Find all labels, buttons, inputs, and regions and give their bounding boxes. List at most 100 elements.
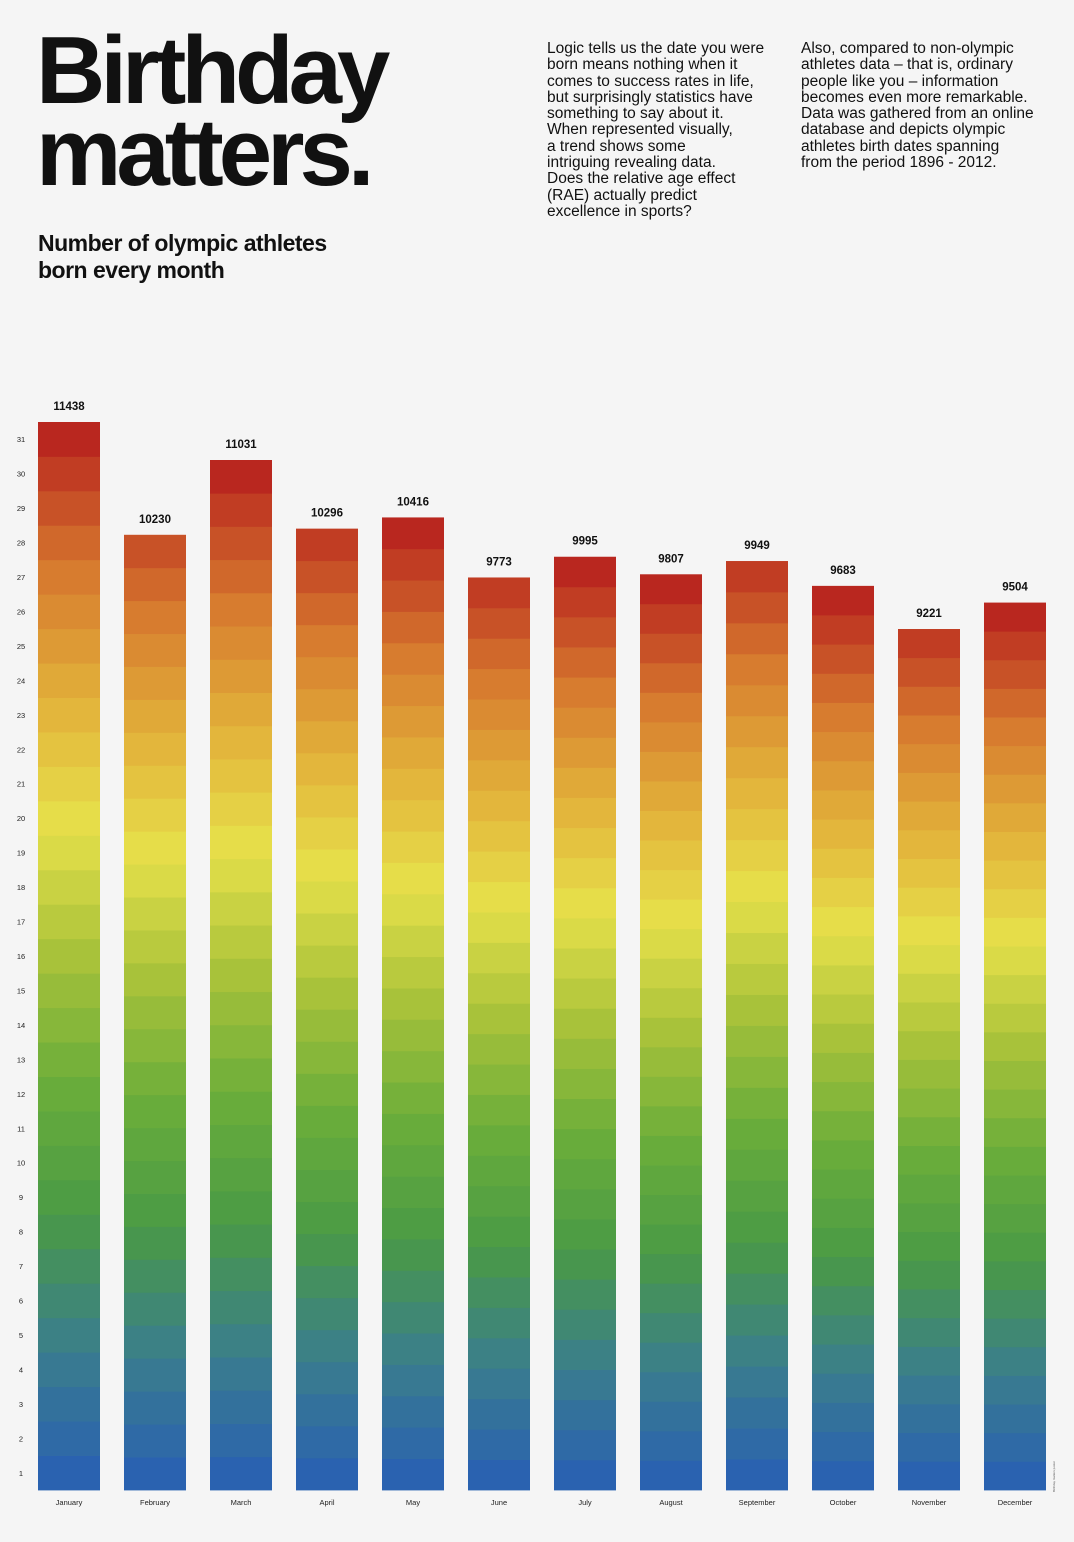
p2-line: from the period 1896 - 2012. <box>801 154 997 172</box>
bar-segment-day-23 <box>382 768 444 801</box>
p2-line: athletes birth dates spanning <box>801 137 1000 155</box>
bar-segment-day-20 <box>382 862 444 895</box>
bar-value-label: 10296 <box>311 508 343 520</box>
bar-segment-day-2 <box>124 1424 186 1458</box>
bar-segment-day-1 <box>468 1459 530 1491</box>
bar-segment-day-27 <box>296 624 358 658</box>
bar-segment-day-14 <box>898 1088 960 1118</box>
day-axis-label: 28 <box>17 539 25 548</box>
bar-segment-day-9 <box>468 1216 530 1248</box>
credit-text: Birthday matters poster <box>1052 1460 1056 1492</box>
bar-segment-day-30 <box>296 528 358 562</box>
bar-segment-day-25 <box>296 688 358 722</box>
bar-segment-day-6 <box>382 1301 444 1334</box>
bar-segment-day-8 <box>812 1256 874 1287</box>
bar-segment-day-24 <box>468 759 530 791</box>
bar-segment-day-9 <box>640 1224 702 1255</box>
bar-value-label: 10416 <box>397 496 429 508</box>
day-axis-label: 10 <box>17 1159 25 1168</box>
bar-segment-day-6 <box>124 1292 186 1326</box>
bar-segment-day-16 <box>726 994 788 1026</box>
bar-segment-day-8 <box>382 1239 444 1271</box>
bar-segment-day-24 <box>812 790 874 820</box>
bar-segment-day-17 <box>468 972 530 1004</box>
day-axis-label: 11 <box>17 1124 25 1133</box>
bar-segment-day-27 <box>812 702 874 733</box>
bar-segment-day-9 <box>210 1190 272 1225</box>
bar-segment-day-2 <box>38 1421 100 1456</box>
bar-segment-day-27 <box>640 692 702 723</box>
bar-segment-day-4 <box>38 1352 100 1388</box>
day-axis-label: 22 <box>17 745 25 754</box>
bar-segment-day-28 <box>812 673 874 703</box>
chart-subtitle: Number of olympic athletes born every mo… <box>38 230 327 284</box>
bar-value-label: 9995 <box>572 536 598 548</box>
bar-segment-day-7 <box>38 1248 100 1284</box>
day-axis-label: 24 <box>17 676 25 685</box>
bar-segment-day-1 <box>640 1460 702 1491</box>
bar-segment-day-21 <box>726 839 788 872</box>
bar-segment-day-26 <box>984 745 1046 775</box>
intro-paragraph-2: Also, compared to non-olympic athletes d… <box>801 40 1034 172</box>
p1-line: Does the relative age effect <box>547 170 736 188</box>
bar-segment-day-8 <box>468 1246 530 1278</box>
bar-segment-day-10 <box>898 1203 960 1233</box>
bar-segment-day-17 <box>296 945 358 978</box>
day-axis-label: 27 <box>17 573 25 582</box>
month-label: July <box>578 1498 592 1507</box>
bar-value-label: 11031 <box>225 439 257 451</box>
bar-segment-day-30 <box>726 561 788 593</box>
bar-segment-day-7 <box>984 1289 1046 1319</box>
bar-segment-day-21 <box>210 792 272 826</box>
bar-segment-day-24 <box>210 692 272 727</box>
day-axis-label: 23 <box>17 711 25 720</box>
bar-segment-day-7 <box>554 1279 616 1310</box>
bar-segment-day-28 <box>124 567 186 602</box>
bar-segment-day-28 <box>898 686 960 716</box>
bar-segment-day-28 <box>382 611 444 644</box>
bar-segment-day-19 <box>984 946 1046 976</box>
day-axis-label: 1 <box>19 1469 23 1478</box>
bar-august <box>640 574 702 1491</box>
month-label: October <box>830 1498 857 1507</box>
bar-segment-day-14 <box>726 1056 788 1088</box>
bar-segment-day-13 <box>640 1105 702 1136</box>
bar-segment-day-20 <box>296 849 358 882</box>
bar-segment-day-6 <box>640 1312 702 1343</box>
bar-segment-day-6 <box>984 1318 1046 1348</box>
bar-segment-day-5 <box>640 1342 702 1373</box>
bar-segment-day-20 <box>124 831 186 865</box>
bar-segment-day-3 <box>382 1395 444 1428</box>
bar-segment-day-16 <box>124 962 186 997</box>
bar-segment-day-19 <box>210 858 272 893</box>
bar-segment-day-13 <box>296 1073 358 1106</box>
p1-line: born means nothing when it <box>547 56 738 74</box>
subtitle-line-1: Number of olympic athletes <box>38 230 327 256</box>
bar-segment-day-24 <box>554 767 616 798</box>
bar-segment-day-27 <box>898 715 960 745</box>
bar-segment-day-21 <box>468 851 530 883</box>
bar-segment-day-22 <box>554 827 616 859</box>
bar-segment-day-23 <box>554 797 616 829</box>
bar-value-label: 11438 <box>53 401 85 413</box>
bar-segment-day-6 <box>898 1317 960 1347</box>
bar-segment-day-13 <box>898 1116 960 1146</box>
bar-segment-day-29 <box>554 616 616 648</box>
bar-september <box>726 561 788 1491</box>
bar-segment-day-21 <box>38 766 100 802</box>
bar-segment-day-5 <box>210 1323 272 1358</box>
bar-segment-day-9 <box>984 1232 1046 1262</box>
bar-segment-day-26 <box>898 743 960 773</box>
month-label: February <box>140 1498 170 1507</box>
bar-segment-day-26 <box>38 594 100 630</box>
bar-segment-day-17 <box>124 930 186 964</box>
bar-segment-day-24 <box>124 699 186 733</box>
bar-segment-day-24 <box>640 781 702 811</box>
bar-segment-day-5 <box>984 1346 1046 1376</box>
bar-segment-day-19 <box>640 928 702 959</box>
bar-segment-day-27 <box>210 592 272 627</box>
p2-line: athletes data – that is, ordinary <box>801 56 1013 74</box>
bar-segment-day-22 <box>296 785 358 818</box>
bar-segment-day-16 <box>382 988 444 1020</box>
bar-segment-day-19 <box>554 918 616 949</box>
